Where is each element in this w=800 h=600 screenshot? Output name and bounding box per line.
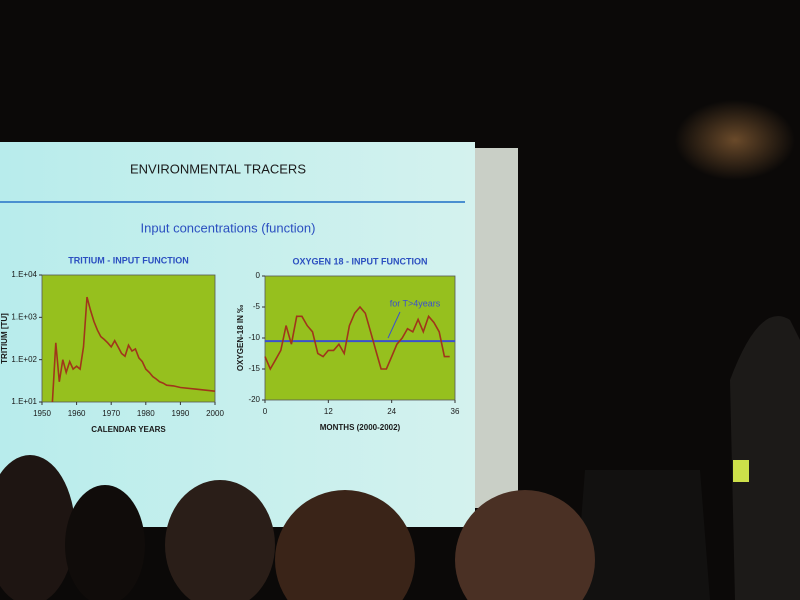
audience-head <box>455 490 595 600</box>
y-axis-label: TRITIUM [TU] <box>0 313 9 364</box>
y-tick-label: 1.E+02 <box>11 355 37 364</box>
plot-area <box>41 274 216 403</box>
y-tick-label: 1.E+03 <box>11 312 37 321</box>
reference-label: for T>4years <box>390 298 441 308</box>
x-tick-label: 36 <box>451 407 460 416</box>
x-tick-label: 1970 <box>102 409 120 418</box>
x-axis-label: MONTHS (2000-2002) <box>320 423 401 432</box>
data-line <box>51 296 216 403</box>
charts: TRITIUM - INPUT FUNCTION CALENDAR YEARS TR… <box>0 255 460 434</box>
x-tick-label: 1980 <box>137 409 155 418</box>
wall-light <box>675 100 795 180</box>
audience-head <box>0 455 75 600</box>
chart-title: OXYGEN 18 - INPUT FUNCTION <box>292 256 427 266</box>
audience-head <box>275 490 415 600</box>
y-tick-label: 1.E+04 <box>11 270 37 279</box>
screen-edge <box>470 148 518 508</box>
y-tick-label: -20 <box>248 395 260 404</box>
x-tick-label: 1960 <box>68 409 86 418</box>
slide-title: ENVIRONMENTAL TRACERS <box>130 161 306 176</box>
data-line <box>264 305 450 371</box>
x-tick-label: 2000 <box>206 409 224 418</box>
podium <box>575 470 710 600</box>
audience-head <box>65 485 145 600</box>
y-tick-label: -15 <box>248 364 260 373</box>
chart-title: TRITIUM - INPUT FUNCTION <box>68 255 189 265</box>
x-tick-label: 12 <box>324 407 333 416</box>
y-tick-label: -5 <box>253 302 261 311</box>
y-tick-label: -10 <box>248 333 260 342</box>
x-axis-label: CALENDAR YEARS <box>91 425 166 434</box>
y-axis-label: OXYGEN-18 IN ‰ <box>236 305 245 371</box>
plot-area <box>264 275 456 401</box>
badge <box>733 460 749 482</box>
y-tick-label: 0 <box>256 271 261 280</box>
x-tick-label: 1950 <box>33 409 51 418</box>
slide-subtitle: Input concentrations (function) <box>141 220 316 235</box>
presenter <box>730 316 800 600</box>
y-tick-label: 1.E+01 <box>11 397 37 406</box>
audience-head <box>165 480 275 600</box>
x-tick-label: 24 <box>387 407 396 416</box>
x-tick-label: 0 <box>263 407 268 416</box>
reference-pointer <box>387 311 401 339</box>
x-tick-label: 1990 <box>172 409 190 418</box>
